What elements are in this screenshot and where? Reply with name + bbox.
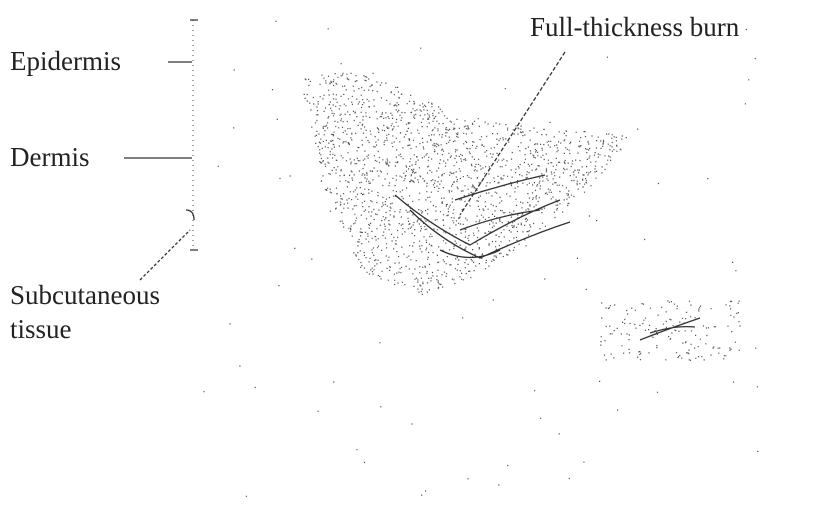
background [0,0,814,532]
epidermis-label: Epidermis [10,46,121,76]
dermis-label: Dermis [10,142,89,172]
burn-diagram: Epidermis Dermis Subcutaneous tissue Ful… [0,0,814,532]
subcutaneous-label: tissue [10,314,72,344]
burn-label: Full-thickness burn [530,12,740,42]
subcutaneous-label: Subcutaneous [10,280,160,310]
